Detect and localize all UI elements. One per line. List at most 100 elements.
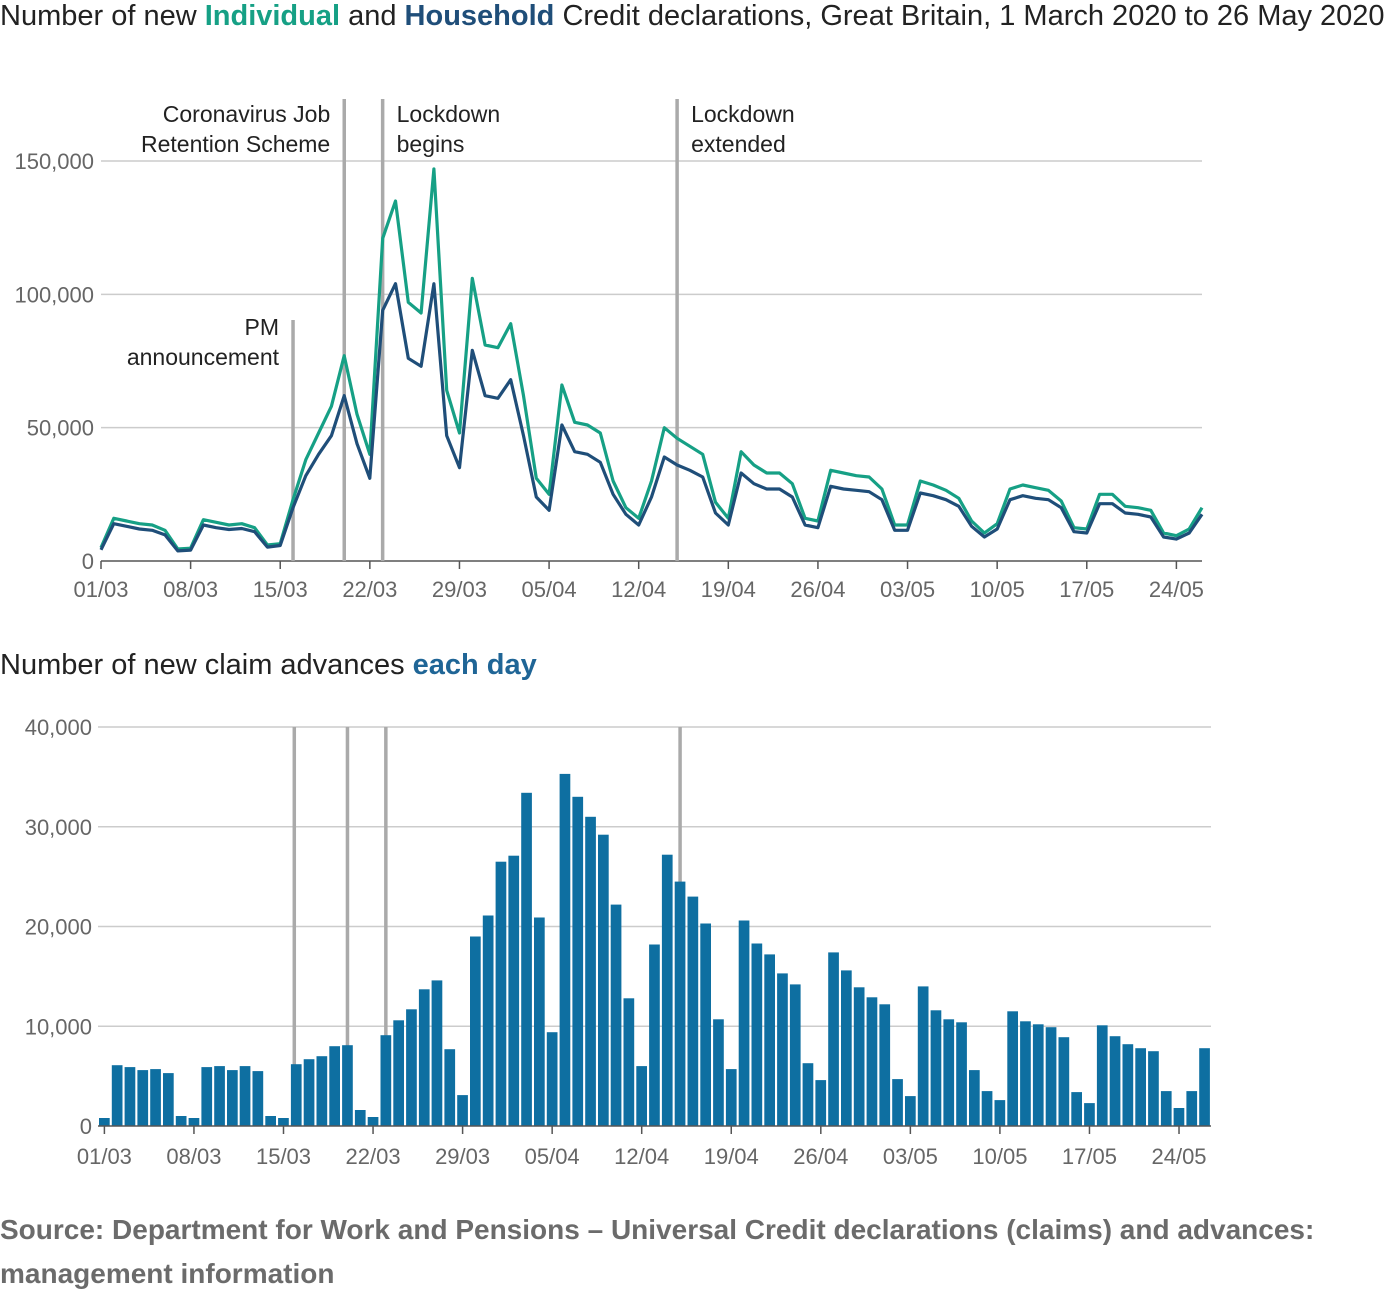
x-tick-label: 08/03 — [163, 577, 218, 602]
bar — [99, 1118, 110, 1126]
bar — [444, 1049, 456, 1126]
x-tick-label: 10/05 — [970, 577, 1025, 602]
x-tick-label: 15/03 — [256, 1144, 311, 1169]
bar — [457, 1095, 468, 1126]
bar — [406, 1009, 417, 1126]
chart-title-declarations: Number of new Individual and Household C… — [0, 0, 1387, 38]
bar — [636, 1066, 647, 1126]
x-tick-label: 01/03 — [77, 1144, 132, 1169]
y-tick-label: 30,000 — [25, 815, 92, 840]
bar — [930, 1010, 942, 1126]
x-tick-label: 17/05 — [1059, 577, 1114, 602]
bar — [546, 1032, 558, 1126]
bar — [969, 1070, 980, 1126]
bar — [802, 1063, 814, 1126]
bar — [418, 989, 430, 1126]
bar — [738, 920, 750, 1126]
bar — [214, 1066, 225, 1126]
bar — [956, 1022, 967, 1126]
bar — [1058, 1037, 1070, 1126]
bar — [329, 1046, 340, 1126]
y-tick-label: 50,000 — [27, 416, 94, 441]
bar — [879, 1004, 891, 1126]
bar — [1173, 1108, 1185, 1126]
y-tick-label: 20,000 — [25, 915, 92, 940]
bar — [1045, 1027, 1057, 1126]
x-tick-label: 10/05 — [972, 1144, 1027, 1169]
bar — [163, 1073, 174, 1126]
x-tick-label: 05/04 — [525, 1144, 580, 1169]
event-label: extended — [691, 131, 786, 157]
bar — [201, 1067, 213, 1126]
title-individual-highlight: Individual — [204, 0, 341, 32]
bar — [1160, 1091, 1172, 1126]
bar — [227, 1070, 238, 1126]
bar — [534, 917, 545, 1126]
chart-title-advances: Number of new claim advances each day — [0, 643, 537, 687]
bar — [342, 1045, 353, 1126]
bar — [367, 1117, 379, 1126]
event-label: Retention Scheme — [141, 131, 330, 157]
bar — [853, 987, 865, 1126]
x-tick-label: 12/04 — [611, 577, 666, 602]
bar — [1071, 1092, 1082, 1126]
bar — [1199, 1048, 1210, 1126]
bar — [943, 1019, 955, 1126]
bar — [610, 904, 622, 1126]
bar — [393, 1020, 404, 1126]
bar — [866, 997, 878, 1126]
title-and: and — [340, 0, 405, 32]
bar — [815, 1080, 827, 1126]
declarations-line-chart: 0 50,000 100,000 150,000 01/03 08/03 15/03 22/0… — [14, 99, 1204, 602]
x-tick-label: 03/05 — [883, 1144, 938, 1169]
bar — [585, 816, 596, 1126]
bar — [994, 1100, 1006, 1126]
x-tick-label: 24/05 — [1149, 577, 1204, 602]
event-label: PM — [245, 314, 280, 340]
bar — [482, 915, 494, 1126]
y-tick-label: 150,000 — [14, 149, 94, 174]
bar — [1020, 1021, 1031, 1126]
bar — [1186, 1091, 1198, 1126]
event-label: begins — [397, 131, 465, 157]
bar — [687, 896, 699, 1126]
bar — [188, 1118, 200, 1126]
bar — [380, 1035, 392, 1126]
bar — [649, 944, 660, 1126]
bar — [777, 973, 788, 1126]
x-tick-label: 19/04 — [701, 577, 756, 602]
x-tick-label: 26/04 — [793, 1144, 848, 1169]
bar — [316, 1056, 328, 1126]
bar — [431, 980, 443, 1126]
title-household-highlight: Household — [404, 0, 555, 32]
source-note: Source: Department for Work and Pensions… — [0, 1214, 1315, 1289]
bar — [674, 881, 686, 1126]
bar — [508, 855, 520, 1126]
bar — [892, 1079, 903, 1126]
x-tick-label: 03/05 — [880, 577, 935, 602]
bar — [981, 1091, 993, 1126]
bar — [111, 1065, 123, 1126]
x-tick-label: 08/03 — [166, 1144, 221, 1169]
bar — [598, 834, 609, 1126]
x-tick-label: 19/04 — [704, 1144, 759, 1169]
x-tick-label: 12/04 — [614, 1144, 669, 1169]
bar — [905, 1096, 916, 1126]
bar — [725, 1069, 737, 1126]
bar — [661, 854, 673, 1126]
y-tick-label: 40,000 — [25, 715, 92, 740]
event-label: Lockdown — [397, 101, 501, 127]
x-tick-label: 01/03 — [73, 577, 128, 602]
bar — [265, 1116, 276, 1126]
bar — [137, 1070, 149, 1126]
event-label: announcement — [127, 344, 280, 370]
bar — [175, 1116, 187, 1126]
bar — [623, 998, 635, 1126]
advances-bar-chart: 0 10,000 20,000 30,000 40,000 01/03 08/03 15/03… — [25, 715, 1211, 1169]
y-tick-label: 100,000 — [14, 282, 94, 307]
y-tick-label: 0 — [80, 1114, 92, 1139]
bar — [1148, 1051, 1159, 1126]
bar — [559, 773, 571, 1126]
title2-prefix: Number of new claim advances — [0, 649, 413, 681]
bar — [1096, 1025, 1108, 1126]
